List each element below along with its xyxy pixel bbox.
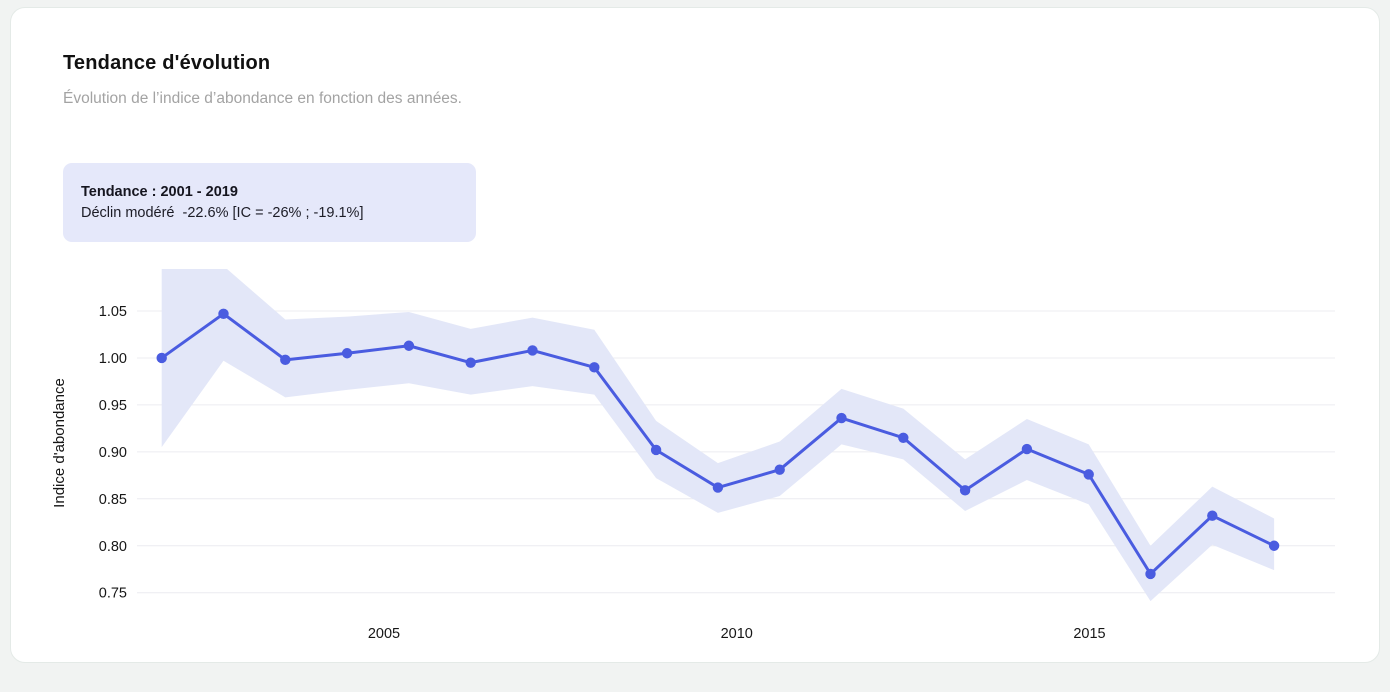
data-point-2005[interactable] [403, 340, 415, 351]
y-tick-label: 1.00 [99, 351, 127, 367]
data-point-2010[interactable] [712, 482, 724, 493]
data-point-2017[interactable] [1145, 568, 1156, 580]
data-point-2011[interactable] [774, 464, 785, 475]
data-point-2012[interactable] [836, 412, 847, 424]
data-point-2008[interactable] [589, 362, 600, 373]
y-tick-label: 1.05 [99, 304, 127, 320]
data-point-2013[interactable] [898, 432, 909, 443]
y-tick-label: 0.75 [99, 586, 127, 602]
data-point-2016[interactable] [1083, 469, 1094, 480]
trend-summary-badge: Tendance : 2001 - 2019 Déclin modéré -22… [63, 163, 476, 242]
trend-period-label: Tendance : 2001 - 2019 [81, 184, 238, 200]
data-point-2019[interactable] [1268, 540, 1280, 551]
y-tick-label: 0.95 [99, 398, 127, 414]
data-point-2003[interactable] [280, 354, 291, 366]
confidence-band [161, 269, 1275, 602]
y-tick-label: 0.80 [99, 539, 127, 555]
data-point-2001[interactable] [156, 352, 167, 364]
y-tick-label: 0.85 [99, 492, 127, 508]
x-tick-label: 2015 [1073, 626, 1105, 642]
x-tick-label: 2010 [721, 626, 753, 642]
data-point-2006[interactable] [465, 357, 476, 368]
y-axis-label: Indice d'abondance [51, 378, 68, 508]
data-point-2007[interactable] [527, 345, 538, 356]
data-point-2009[interactable] [650, 444, 662, 456]
x-tick-label: 2005 [368, 626, 400, 642]
data-point-2015[interactable] [1021, 443, 1033, 455]
trend-decline-label: Déclin modéré -22.6% [IC = -26% ; -19.1%… [81, 205, 364, 221]
y-tick-label: 0.90 [99, 445, 127, 461]
data-point-2002[interactable] [218, 308, 229, 320]
data-point-2004[interactable] [341, 348, 353, 359]
page-subtitle: Évolution de l’indice d’abondance en fon… [63, 90, 462, 107]
data-point-2014[interactable] [959, 485, 971, 496]
data-point-2018[interactable] [1207, 510, 1218, 521]
page-title: Tendance d'évolution [63, 52, 271, 74]
